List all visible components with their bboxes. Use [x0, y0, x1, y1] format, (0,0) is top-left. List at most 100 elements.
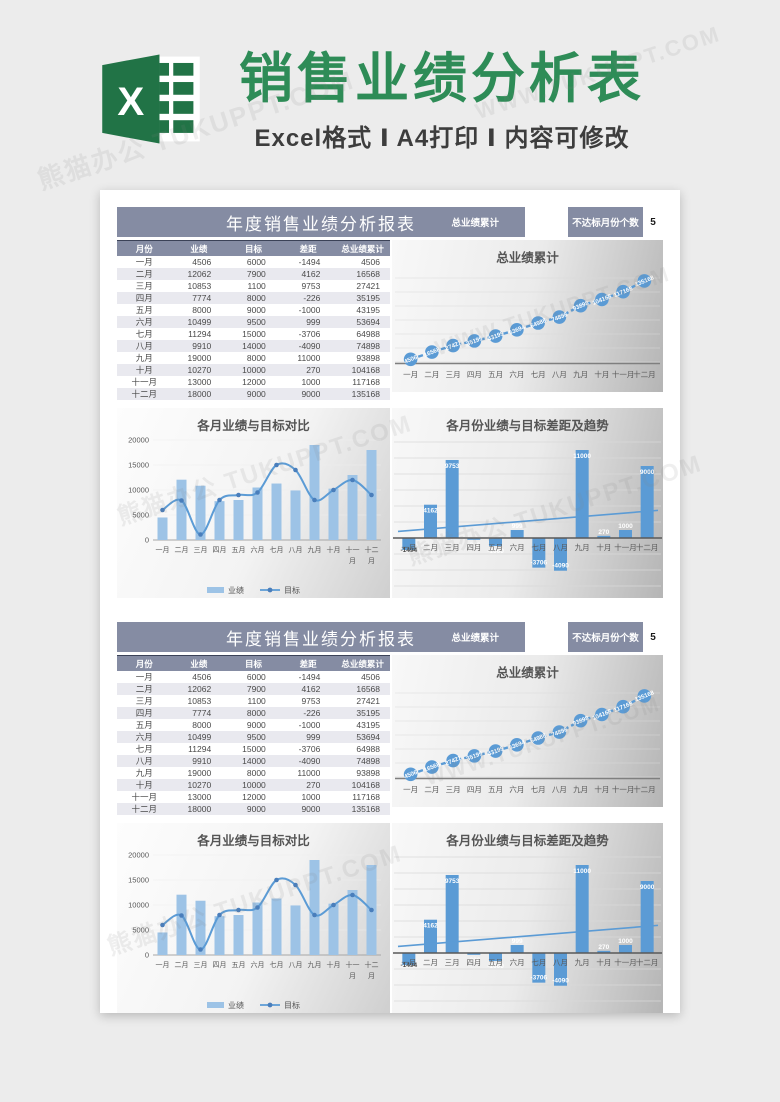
svg-text:十一: 十一	[346, 960, 360, 969]
svg-text:一月: 一月	[401, 543, 416, 552]
table-cell: 九月	[135, 353, 153, 363]
table-cell: 9000	[226, 388, 281, 400]
table-row: 十一月 13000 12000 1000 117168	[117, 791, 390, 803]
svg-text:十一月: 十一月	[612, 784, 635, 794]
column-header: 总业绩累计	[335, 240, 390, 256]
table-cell: 999	[280, 731, 336, 743]
svg-text:1000: 1000	[618, 523, 633, 530]
svg-text:五月: 五月	[232, 961, 246, 969]
table-cell: 9500	[226, 731, 281, 743]
combo-plot: 0 5000 10000 15000 20000 一月 二月 三月 四月 五月 六月 七月 八月 九月 十月…	[128, 851, 381, 980]
table-cell: 六月	[117, 316, 172, 328]
table-cell: 11000	[297, 353, 321, 363]
table-cell: -1000	[298, 720, 321, 730]
svg-text:七月: 七月	[531, 370, 546, 379]
page-title: 销售业绩分析表	[239, 49, 645, 109]
column-header: 月份	[117, 655, 172, 671]
table-cell: 12000	[242, 377, 266, 387]
table-cell: 1000	[301, 377, 321, 387]
report-header: 年度销售业绩分析报表 总业绩累计 不达标月份个数 5	[117, 207, 663, 237]
svg-text:5000: 5000	[132, 926, 149, 935]
svg-text:四月: 四月	[466, 958, 481, 967]
table-cell: 8000	[192, 305, 212, 315]
legend-item-line: 目标	[260, 1000, 300, 1011]
table-cell: 27421	[356, 281, 380, 291]
table-cell: 4162	[280, 683, 336, 695]
svg-text:八月: 八月	[553, 958, 568, 967]
header-gap	[525, 207, 568, 237]
table-cell: 十二月	[117, 388, 172, 400]
table-cell: 10499	[171, 316, 227, 328]
table-cell: 四月	[117, 707, 172, 719]
table-cell: 9000	[280, 803, 336, 815]
svg-text:八月: 八月	[289, 546, 303, 554]
table-cell: 35195	[335, 292, 390, 304]
table-cell: -1000	[298, 305, 321, 315]
chart-title: 各月份业绩与目标差距及趋势	[446, 419, 609, 433]
column-header: 目标	[226, 655, 281, 671]
table-row: 五月 8000 9000 -1000 43195	[117, 719, 390, 731]
svg-text:10000: 10000	[128, 486, 149, 495]
svg-text:二月: 二月	[423, 958, 438, 967]
bar-swatch-icon	[207, 1002, 224, 1008]
table-cell: 135168	[335, 388, 390, 400]
column-header: 目标	[226, 240, 281, 256]
svg-text:-3706: -3706	[531, 975, 548, 982]
table-cell: 六月	[117, 731, 172, 743]
table-row: 十一月 13000 12000 1000 117168	[117, 376, 390, 388]
svg-text:四月: 四月	[213, 546, 227, 554]
table-cell: 七月	[135, 329, 153, 339]
legend-label: 业绩	[228, 1000, 244, 1010]
table-cell: 43195	[356, 720, 380, 730]
table-cell: 二月	[117, 268, 172, 280]
table-cell: 8000	[192, 720, 212, 730]
table-cell: 十月	[117, 364, 172, 376]
svg-text:9753: 9753	[445, 463, 460, 470]
svg-text:十二月: 十二月	[633, 784, 656, 794]
svg-text:999: 999	[512, 523, 523, 530]
table-cell: 14000	[226, 340, 281, 352]
performance-bars	[157, 860, 377, 955]
svg-text:一月: 一月	[401, 958, 416, 967]
table-cell: 五月	[135, 305, 153, 315]
table-cell: 15000	[242, 744, 266, 754]
table-cell: 五月	[135, 720, 153, 730]
table-cell: 53694	[335, 316, 390, 328]
svg-text:七月: 七月	[531, 543, 546, 552]
table-cell: 9000	[226, 803, 281, 815]
table-cell: 9910	[171, 755, 227, 767]
table-cell: 9000	[280, 388, 336, 400]
svg-text:三月: 三月	[446, 370, 461, 379]
chart-title: 总业绩累计	[496, 666, 559, 680]
table-cell: 19000	[187, 353, 212, 363]
legend-label: 目标	[284, 1000, 300, 1010]
svg-text:11000: 11000	[573, 868, 591, 875]
banner: X 销售业绩分析表 Excel格式 Ⅰ A4打印 Ⅰ 内容可修改	[98, 49, 680, 153]
report-title: 年度销售业绩分析报表	[226, 214, 416, 234]
bar-swatch-icon	[207, 587, 224, 593]
table-cell: 64988	[356, 744, 380, 754]
table-cell: 14000	[226, 755, 281, 767]
svg-text:六月: 六月	[510, 957, 525, 967]
table-cell: 十月	[117, 779, 172, 791]
svg-text:六月: 六月	[509, 784, 524, 794]
svg-text:七月: 七月	[270, 545, 284, 554]
svg-text:十二: 十二	[365, 545, 379, 554]
table-header-row: 月份 业绩 目标 差距 总业绩累计	[117, 240, 390, 256]
svg-text:三月: 三月	[445, 958, 460, 967]
svg-text:四月: 四月	[466, 543, 481, 552]
svg-text:三月: 三月	[445, 543, 460, 552]
svg-text:-1494: -1494	[401, 962, 418, 969]
table-cell: 四月	[117, 292, 172, 304]
svg-text:X: X	[117, 79, 144, 124]
svg-text:九月: 九月	[308, 545, 322, 554]
table-cell: 117168	[352, 792, 380, 802]
gap-trend-bar-chart: 各月份业绩与目标差距及趋势 -1494 4162 9753 -226 -1000 999-…	[392, 408, 663, 598]
svg-text:月: 月	[349, 557, 356, 565]
table-row: 九月 19000 8000 11000 93898	[117, 767, 390, 779]
table-cell: 4506	[361, 672, 380, 682]
svg-text:十一月: 十一月	[614, 542, 637, 552]
table-cell: 八月	[117, 340, 172, 352]
svg-text:六月: 六月	[509, 369, 524, 379]
